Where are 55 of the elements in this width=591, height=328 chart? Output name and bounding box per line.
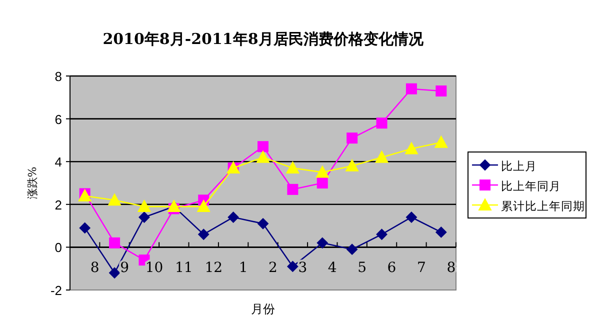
point xyxy=(138,200,151,212)
point xyxy=(376,228,388,240)
point xyxy=(346,244,358,255)
y-tick-label: 0 xyxy=(54,240,62,256)
point xyxy=(258,141,268,152)
y-tick-label: 2 xyxy=(54,197,62,212)
point xyxy=(406,212,417,223)
chart-title: 2010年8月-2011年8月居民消费价格变化情况 xyxy=(102,30,424,48)
point xyxy=(406,83,417,94)
x-tick-label: 9 xyxy=(120,260,129,276)
y-tick-label: 6 xyxy=(54,112,62,127)
point xyxy=(258,218,268,230)
x-tick-label: 5 xyxy=(358,260,367,276)
y-tick-label: 8 xyxy=(54,69,62,84)
x-tick-label: 11 xyxy=(175,260,193,276)
point xyxy=(346,132,358,144)
x-tick-label: 1 xyxy=(238,260,248,276)
point xyxy=(316,237,328,248)
x-tick-label: 4 xyxy=(328,260,337,276)
x-tick-label: 10 xyxy=(145,260,164,276)
y-tick-label: 4 xyxy=(54,154,62,170)
point xyxy=(228,212,239,223)
point xyxy=(108,194,122,206)
point xyxy=(375,150,388,163)
point xyxy=(256,150,270,163)
point xyxy=(286,162,300,174)
legend-label: 比上月 xyxy=(501,159,537,173)
point xyxy=(376,118,388,129)
x-tick-label: 12 xyxy=(204,260,223,276)
point xyxy=(109,267,120,278)
x-tick-label: 3 xyxy=(298,260,308,276)
point xyxy=(346,159,359,172)
x-tick-label: 6 xyxy=(387,260,396,276)
x-axis-title: 月份 xyxy=(251,302,275,316)
point xyxy=(436,85,447,96)
legend-label: 累计比上年同期 xyxy=(501,199,585,213)
point xyxy=(287,260,298,272)
point xyxy=(316,166,329,178)
point xyxy=(316,178,328,188)
x-tick-label: 8 xyxy=(90,260,100,276)
legend-label: 比上年同月 xyxy=(501,179,561,193)
point xyxy=(404,142,418,154)
point xyxy=(436,226,447,238)
x-tick-label: 8 xyxy=(446,260,456,276)
y-tick-label: -2 xyxy=(50,283,62,298)
point xyxy=(197,200,210,212)
point xyxy=(138,212,150,223)
point xyxy=(287,184,298,195)
point xyxy=(109,237,120,248)
x-tick-label: 7 xyxy=(417,260,426,276)
point xyxy=(434,136,448,148)
point xyxy=(79,222,90,234)
x-tick-label: 2 xyxy=(268,260,278,276)
y-axis-title: 涨跌% xyxy=(26,166,39,200)
point xyxy=(198,228,210,240)
